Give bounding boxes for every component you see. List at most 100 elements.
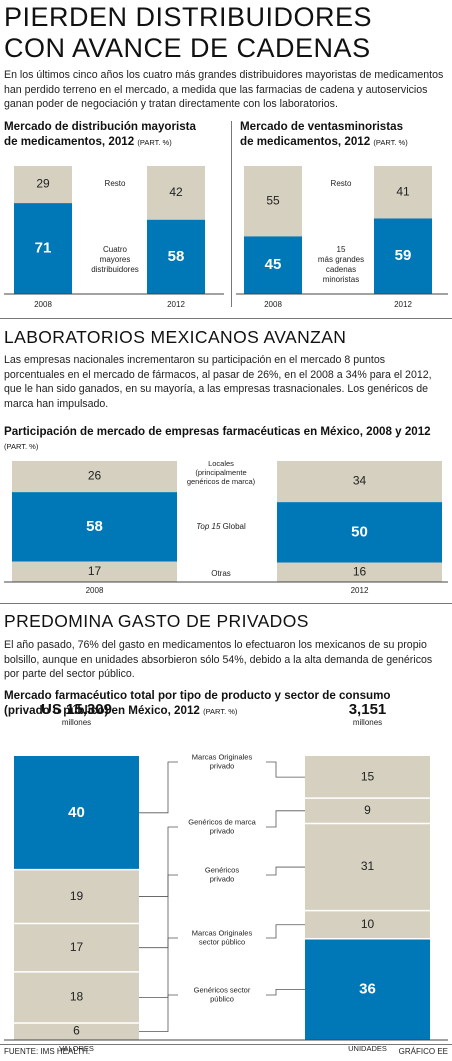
c2-bar-rest-2012 [374, 166, 432, 219]
c4-bar-marcas-pub-0 [14, 971, 139, 1023]
c4-conn-right-marcas-priv [266, 761, 305, 778]
chart-divider [231, 121, 232, 307]
c3-bar-otras-2012 [277, 562, 442, 582]
c3-bar-top15-2012 [277, 502, 442, 563]
c4-conn-left-marcas-pub [139, 937, 178, 998]
c4-label-gen-pub-1: 36 [359, 980, 376, 997]
chart4-title-line1: Mercado farmacéutico total por tipo de p… [4, 689, 391, 702]
c3-tick-2012: 2012 [351, 586, 369, 595]
c4-bar-gen-pub-0 [14, 1022, 139, 1040]
c3-label-otras-2008: 17 [88, 564, 102, 578]
c3-bar-otras-2008 [12, 561, 177, 582]
pharma-share-chart: 26 58 17 2008 34 50 16 2012 Locales(principalmen… [4, 459, 448, 595]
c1-bar-rest-2012 [147, 166, 205, 220]
c2-legend-main-3: minoristas [323, 275, 359, 284]
c3-legend-locales-1: (principalmente [195, 468, 246, 477]
c4-bar-genmarca-priv-1 [305, 798, 430, 824]
c1-tick-2012: 2012 [167, 300, 185, 309]
c1-tick-2008: 2008 [34, 300, 52, 309]
c3-legend-locales-0: Locales [208, 459, 234, 468]
c3-bar-top15-2008 [12, 492, 177, 562]
c4-conn-right-gen-priv [266, 866, 305, 876]
graphic-credit: GRÁFICO EE [398, 1047, 448, 1056]
c2-bar-rest-2008 [244, 166, 302, 237]
c2-legend-main-1: más grandes [318, 255, 364, 264]
c1-label-main-2008: 71 [35, 240, 52, 257]
footer-rule [0, 1044, 452, 1045]
c4-legend-genmarca-priv-1: privado [210, 826, 235, 835]
c3-legend-top15-rest: Global [220, 522, 246, 531]
c1-bar-main-2008 [14, 203, 72, 294]
intro-text: En los últimos cinco años los cuatro más… [4, 69, 444, 110]
c2-legend-main-2: cadenas [326, 265, 356, 274]
chart3-title-text: Participación de mercado de empresas far… [4, 425, 431, 438]
c2-label-main-2008: 45 [265, 256, 282, 273]
c4-conn-left-gen-priv [139, 874, 178, 949]
c4-legend-genmarca-priv-0: Genéricos de marca [188, 817, 256, 826]
c2-tick-2012: 2012 [394, 300, 412, 309]
c4-conn-left-gen-pub [139, 994, 178, 1032]
c4-label-genmarca-priv-1: 9 [364, 803, 371, 817]
c4-label-gen-priv-0: 17 [70, 940, 84, 954]
c4-legend-gen-pub-1: público [210, 994, 234, 1003]
c1-label-main-2012: 58 [168, 248, 185, 265]
c3-legend-otras: Otras [211, 569, 231, 578]
c3-label-locales-2008: 26 [88, 469, 102, 483]
c4-legend-marcas-priv-1: privado [210, 761, 235, 770]
c4-total-unit-1: millones [353, 718, 382, 727]
c4-legend-gen-priv-1: privado [210, 874, 235, 883]
chart4-title-line2: (privado o público) en México, 2012 [4, 704, 200, 717]
c1-legend-resto: Resto [105, 179, 126, 188]
page-title: PIERDEN DISTRIBUIDORES CON AVANCE DE CAD… [4, 2, 444, 64]
c3-bar-locales-2012 [277, 461, 442, 503]
c4-label-gen-pub-0: 6 [73, 1024, 80, 1038]
c4-bar-marcas-pub-1 [305, 910, 430, 939]
title-line-2: CON AVANCE DE CADENAS [4, 33, 371, 63]
c4-total-value-1: 3,151 [349, 701, 387, 718]
c4-conn-left-marcas-priv [139, 761, 178, 814]
section3-text: El año pasado, 76% del gasto en medicame… [4, 639, 433, 680]
c3-tick-2008: 2008 [86, 586, 104, 595]
c1-label-rest-2012: 42 [169, 185, 183, 199]
c2-label-rest-2012: 41 [396, 184, 410, 198]
c2-bar-main-2008 [244, 236, 302, 294]
section2-rule [0, 318, 452, 319]
c4-legend-gen-priv-0: Genéricos [205, 865, 239, 874]
section3-rule [0, 603, 452, 604]
c4-legend-gen-pub-0: Genéricos sector [194, 985, 251, 994]
c4-tick-VALORES: VALORES [59, 1044, 94, 1053]
c3-legend-locales-2: genéricos de marca) [187, 477, 256, 486]
section3-title: PREDOMINA GASTO DE PRIVADOS [4, 611, 309, 631]
c4-bar-gen-priv-0 [14, 923, 139, 972]
chart2-title-line1: Mercado de ventasminoristas [240, 120, 404, 133]
c2-tick-2008: 2008 [264, 300, 282, 309]
c3-label-otras-2012: 16 [353, 564, 367, 578]
c1-bar-rest-2008 [14, 166, 72, 204]
c4-legend-marcas-pub-1: sector público [199, 937, 245, 946]
c2-bar-main-2012 [374, 218, 432, 294]
c4-total-value-0: US 15,309 [41, 701, 112, 718]
c4-label-marcas-priv-0: 40 [68, 804, 85, 821]
c2-legend-main-0: 15 [337, 245, 346, 254]
c1-legend-main-0: Cuatro [103, 245, 128, 254]
chart1-title-line2: de medicamentos, 2012 [4, 135, 135, 148]
c4-legend-marcas-pub-0: Marcas Originales [192, 928, 253, 937]
c4-bar-gen-pub-1 [305, 938, 430, 1040]
c4-conn-left-genmarca-priv [139, 826, 178, 897]
chart1-title: Mercado de distribución mayorista de med… [4, 119, 224, 150]
c3-legend-top15: Top 15 Global [196, 522, 246, 531]
c1-legend-main-1: mayores [100, 255, 131, 264]
c4-conn-right-marcas-pub [266, 924, 305, 939]
c4-label-marcas-pub-0: 18 [70, 990, 84, 1004]
chart1-unit: (PART. %) [137, 138, 172, 147]
c1-label-rest-2008: 29 [36, 177, 50, 191]
c4-bar-genmarca-priv-0 [14, 869, 139, 924]
chart2-title: Mercado de ventasminoristas de medicamen… [240, 119, 450, 150]
c4-bar-marcas-priv-0 [14, 756, 139, 870]
c4-conn-right-genmarca-priv [266, 810, 305, 828]
c4-legend-marcas-priv-0: Marcas Originales [192, 752, 253, 761]
c4-total-unit-0: millones [62, 718, 91, 727]
c4-conn-right-gen-pub [266, 988, 305, 996]
